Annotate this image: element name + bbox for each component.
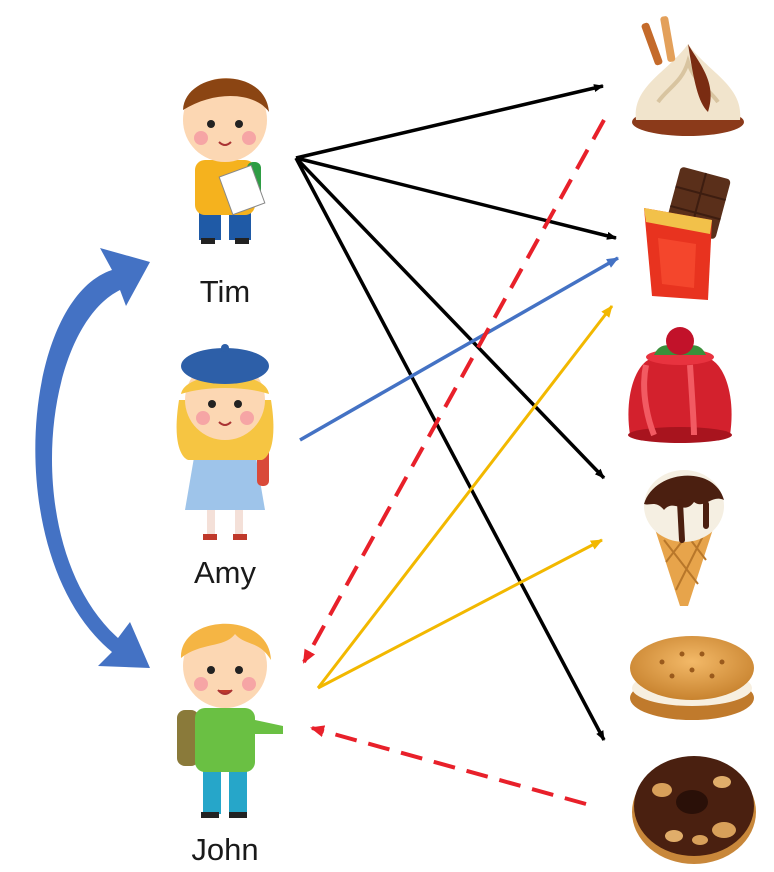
ice-cream-cone-icon: [644, 470, 724, 606]
social-link-arrow: [35, 248, 150, 668]
edge-tim-to-cone: [294, 156, 606, 480]
edge-tim-to-sundae: [295, 84, 604, 160]
person-tim[interactable]: Tim: [183, 78, 269, 309]
person-label-john: John: [191, 832, 258, 867]
person-john[interactable]: John: [177, 623, 283, 867]
edge-tim-to-chocolate: [295, 156, 617, 240]
boy-with-backpack-icon: [177, 623, 283, 818]
edge-john-to-cone: [317, 538, 603, 690]
food-cookie[interactable]: [630, 636, 754, 720]
boy-with-paper-icon: [183, 78, 269, 244]
edge-amy-to-chocolate: [299, 256, 619, 442]
food-jelly[interactable]: [628, 327, 732, 443]
chocolate-bar-icon: [644, 167, 731, 300]
food-cone[interactable]: [644, 470, 724, 606]
girl-with-beret-icon: [176, 344, 274, 540]
chocolate-donut-icon: [632, 756, 756, 864]
person-amy[interactable]: Amy: [176, 344, 274, 590]
ice-cream-sundae-icon: [632, 16, 744, 136]
person-label-amy: Amy: [194, 555, 257, 590]
edge-donut-to-john: [310, 725, 587, 806]
jelly-pudding-icon: [628, 327, 732, 443]
edges-layer: [294, 84, 619, 806]
edge-john-to-chocolate: [316, 305, 614, 689]
food-chocolate[interactable]: [644, 166, 731, 300]
person-label-tim: Tim: [200, 274, 251, 309]
sandwich-cookie-icon: [630, 636, 754, 720]
food-donut[interactable]: [632, 756, 756, 864]
edge-tim-to-donut: [294, 157, 606, 741]
food-sundae[interactable]: [632, 16, 744, 136]
edge-sundae-to-john: [302, 119, 606, 664]
